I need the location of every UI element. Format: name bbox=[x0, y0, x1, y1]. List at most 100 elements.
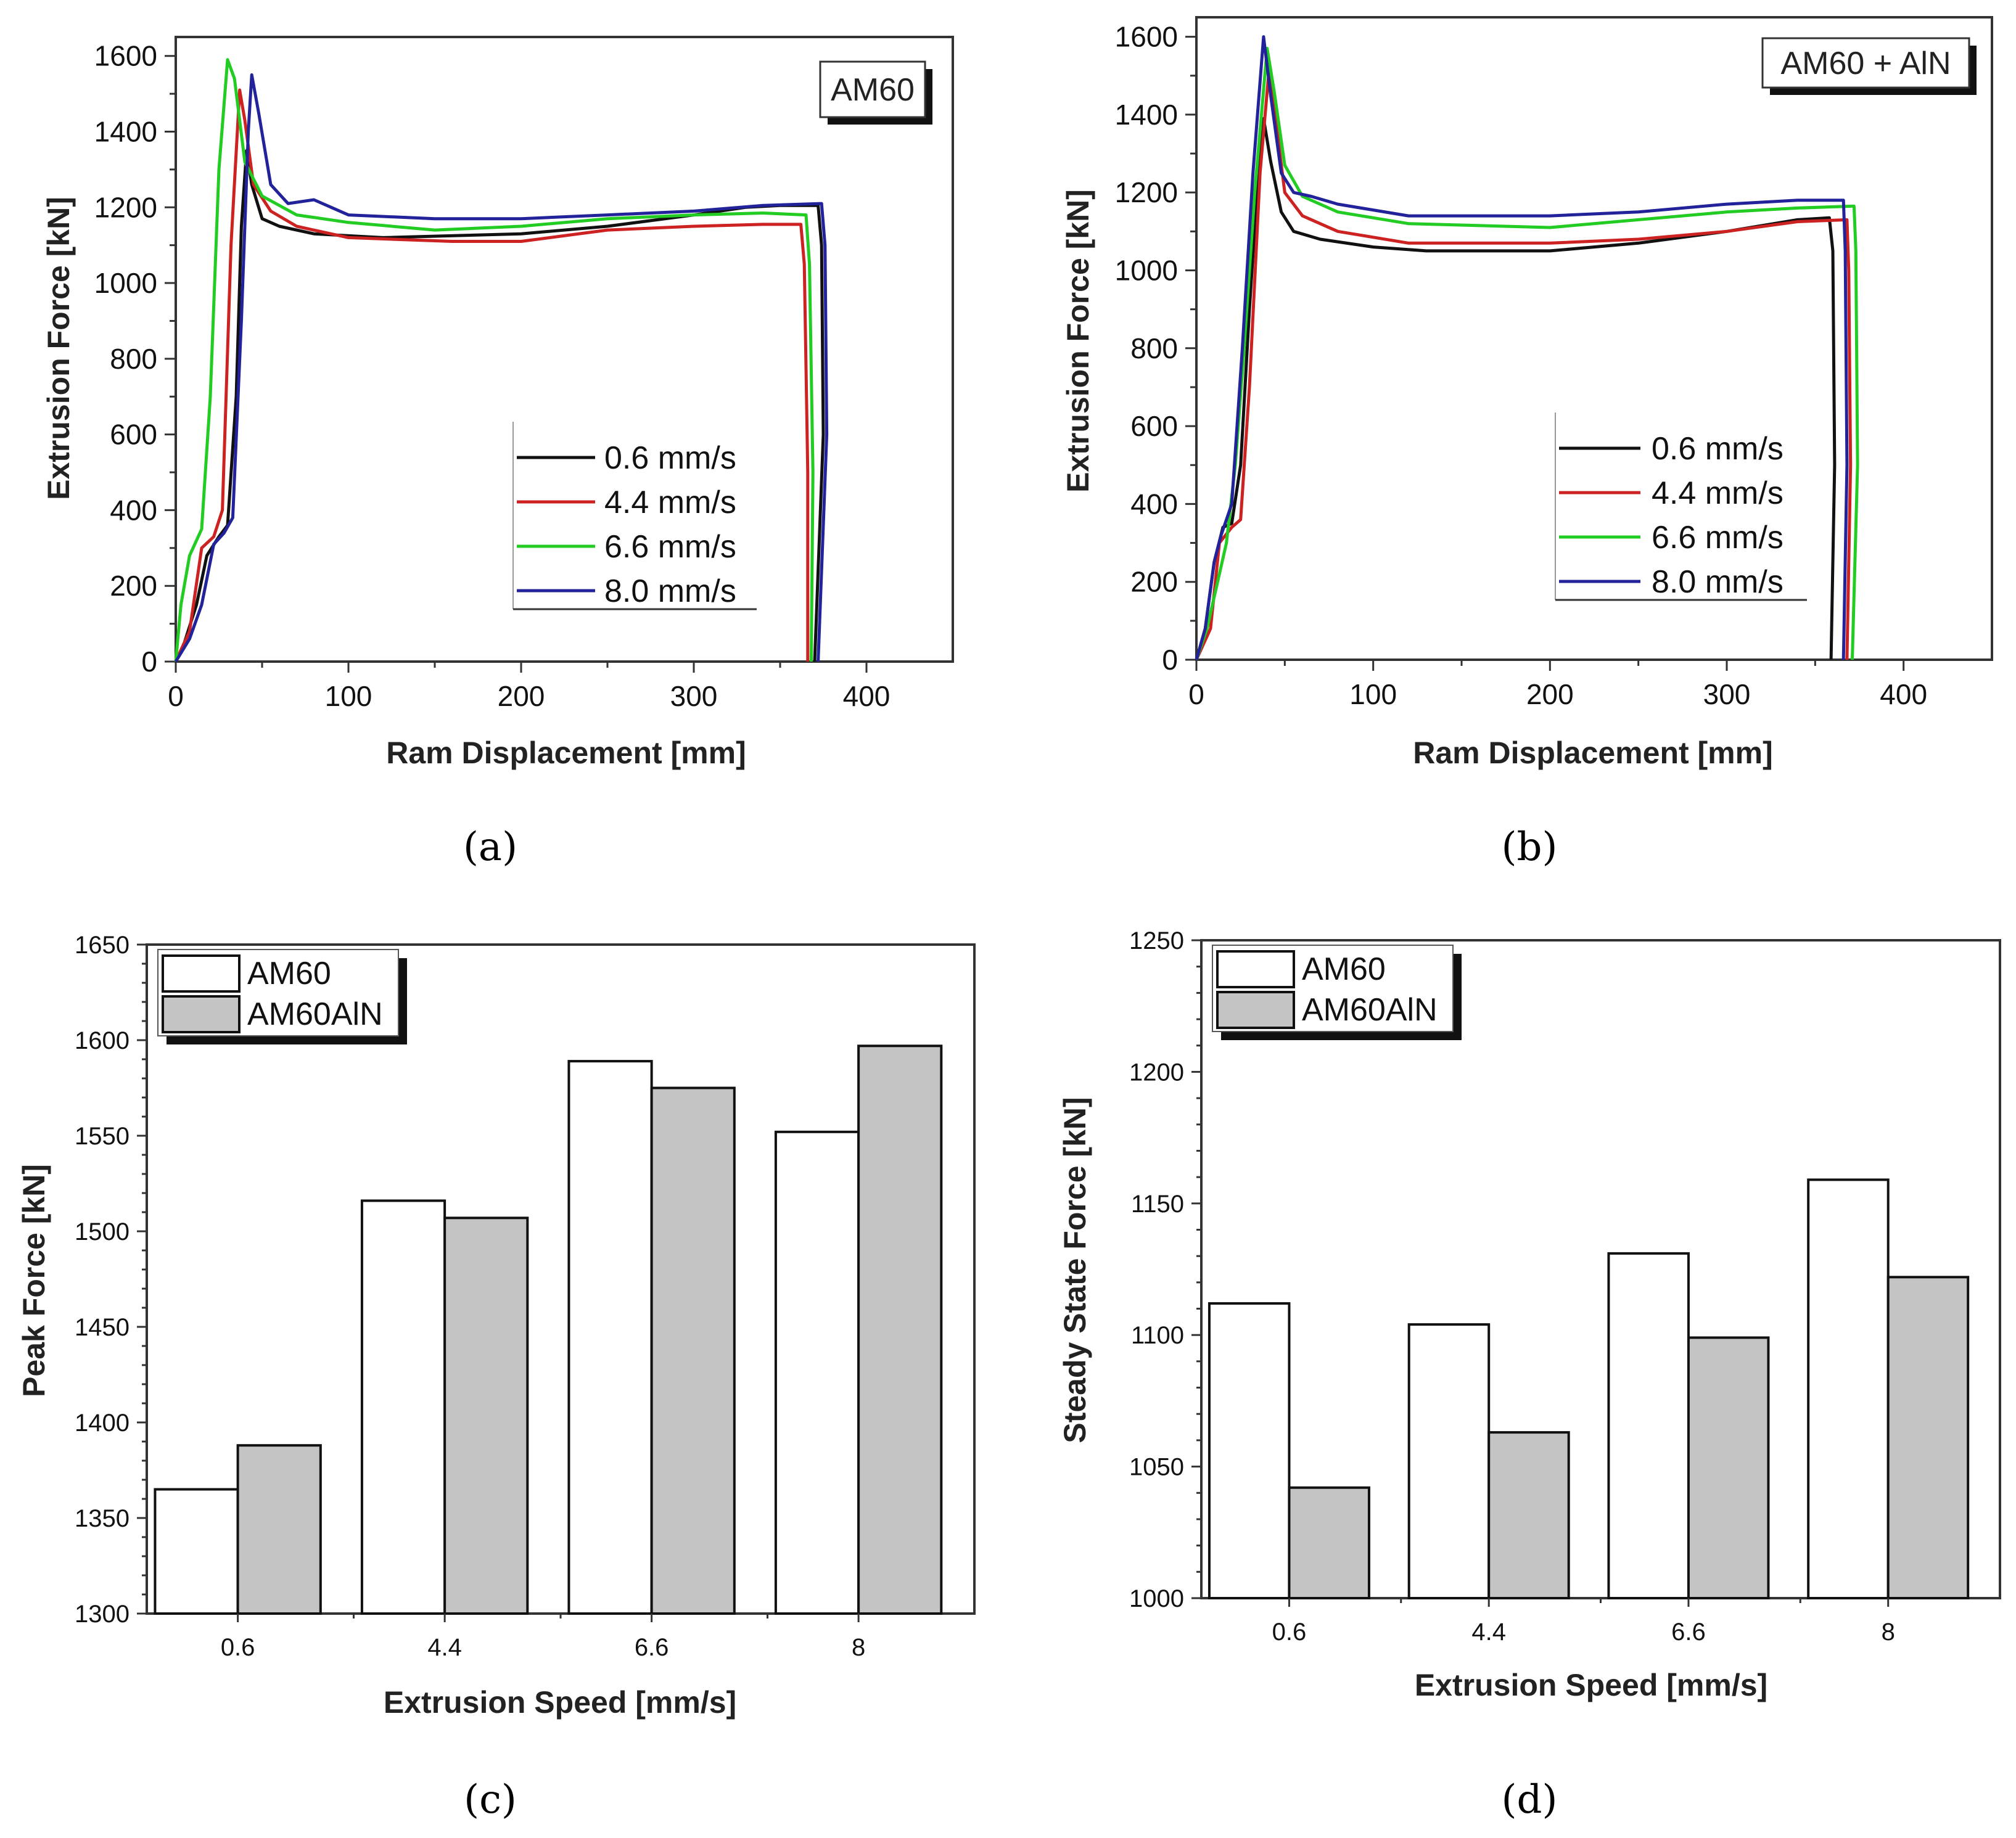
a-legend-label-1: 4.4 mm/s bbox=[604, 485, 736, 520]
d-legend-swatch-1 bbox=[1216, 991, 1295, 1029]
panel-c-x-axis-title: Extrusion Speed [mm/s] bbox=[384, 1685, 736, 1720]
d-y-tick-label: 1200 bbox=[1129, 1059, 1184, 1086]
b-series-line-1 bbox=[1195, 70, 1853, 661]
b-y-tick-label: 200 bbox=[1130, 566, 1178, 598]
a-series-line-2 bbox=[174, 58, 815, 662]
a-y-tick-label: 1000 bbox=[94, 267, 157, 299]
d-x-tick-label: 8 bbox=[1882, 1619, 1895, 1646]
a-legend-label-0: 0.6 mm/s bbox=[604, 440, 736, 476]
c-x-tick-label: 8 bbox=[852, 1634, 865, 1661]
b-series-line-3 bbox=[1195, 35, 1849, 660]
b-y-tick-label: 1000 bbox=[1115, 254, 1178, 286]
d-x-tick-label: 0.6 bbox=[1272, 1619, 1307, 1646]
b-legend-label-2: 6.6 mm/s bbox=[1652, 520, 1784, 556]
d-bar-0-1 bbox=[1407, 1323, 1491, 1599]
c-bar-1-1 bbox=[443, 1216, 529, 1615]
b-y-tick-label: 800 bbox=[1130, 332, 1178, 364]
a-x-tick-label: 300 bbox=[670, 680, 718, 712]
a-y-tick-label: 800 bbox=[110, 343, 157, 375]
d-y-tick-label: 1150 bbox=[1131, 1191, 1184, 1218]
panel-b-y-axis-title: Extrusion Force [kN] bbox=[1061, 189, 1095, 493]
d-bar-0-3 bbox=[1807, 1178, 1890, 1599]
a-x-tick-label: 100 bbox=[325, 680, 372, 712]
a-legend-label-3: 8.0 mm/s bbox=[604, 573, 736, 609]
b-tag-box bbox=[1761, 37, 1970, 89]
panel-c-y-axis-title: Peak Force [kN] bbox=[17, 1164, 51, 1397]
d-legend-label-1: AM60AlN bbox=[1302, 992, 1438, 1028]
panel-b-line-chart: Ram Displacement [mm] Extrusion Force [k… bbox=[1061, 16, 1993, 870]
c-legend-label-1: AM60AlN bbox=[247, 996, 383, 1032]
d-y-tick-label: 1250 bbox=[1129, 927, 1184, 954]
d-bar-1-2 bbox=[1687, 1336, 1770, 1600]
d-legend-label-0: AM60 bbox=[1302, 951, 1386, 987]
panel-a-title-tag: AM60 bbox=[831, 72, 915, 108]
panel-c-label: (c) bbox=[464, 1777, 517, 1823]
d-y-tick-label: 1000 bbox=[1129, 1585, 1184, 1612]
c-legend-swatch-1 bbox=[162, 995, 241, 1033]
c-bar-0-0 bbox=[154, 1488, 239, 1615]
b-plot-frame bbox=[1195, 16, 1993, 661]
panel-d-bar-chart: Extrusion Speed [mm/s] Steady State Forc… bbox=[1058, 927, 2001, 1823]
c-x-tick-label: 4.4 bbox=[427, 1634, 462, 1661]
a-x-tick-label: 200 bbox=[498, 680, 545, 712]
c-y-tick-label: 1600 bbox=[75, 1027, 130, 1054]
b-legend-label-3: 8.0 mm/s bbox=[1652, 564, 1784, 600]
b-legend-label-1: 4.4 mm/s bbox=[1652, 475, 1784, 511]
c-legend-swatch-0 bbox=[162, 954, 241, 993]
panel-b-title-tag: AM60 + AlN bbox=[1780, 46, 1951, 81]
panel-a-label: (a) bbox=[463, 824, 517, 870]
panel-d-y-axis-title: Steady State Force [kN] bbox=[1058, 1097, 1092, 1443]
c-bar-1-0 bbox=[236, 1444, 322, 1615]
c-bar-0-1 bbox=[360, 1199, 446, 1615]
d-bar-0-0 bbox=[1208, 1302, 1291, 1599]
a-x-tick-label: 400 bbox=[843, 680, 891, 712]
c-y-tick-label: 1550 bbox=[75, 1123, 130, 1150]
c-y-tick-label: 1300 bbox=[75, 1601, 130, 1628]
b-x-tick-label: 200 bbox=[1526, 678, 1574, 710]
a-plot-frame bbox=[175, 36, 954, 663]
c-x-tick-label: 6.6 bbox=[635, 1634, 669, 1661]
panel-a-line-chart: Ram Displacement [mm] Extrusion Force [k… bbox=[41, 36, 954, 870]
d-bar-1-1 bbox=[1487, 1431, 1570, 1599]
a-y-tick-label: 1200 bbox=[94, 191, 157, 223]
d-legend-swatch-0 bbox=[1216, 950, 1295, 988]
c-legend-label-0: AM60 bbox=[247, 956, 331, 991]
a-y-tick-label: 600 bbox=[110, 419, 157, 451]
c-y-tick-label: 1500 bbox=[75, 1218, 130, 1245]
b-y-tick-label: 400 bbox=[1130, 488, 1178, 520]
d-y-tick-label: 1050 bbox=[1129, 1454, 1184, 1481]
b-series-line-2 bbox=[1195, 47, 1859, 660]
c-bar-1-2 bbox=[650, 1086, 736, 1615]
c-y-tick-label: 1350 bbox=[75, 1505, 130, 1532]
a-x-tick-label: 0 bbox=[168, 680, 184, 712]
a-series-line-3 bbox=[174, 73, 829, 663]
b-legend-label-0: 0.6 mm/s bbox=[1652, 431, 1784, 467]
c-x-tick-label: 0.6 bbox=[221, 1634, 255, 1661]
panel-d-x-axis-title: Extrusion Speed [mm/s] bbox=[1415, 1668, 1767, 1702]
panel-d-label: (d) bbox=[1502, 1777, 1558, 1823]
a-tag-box bbox=[819, 60, 926, 118]
b-y-tick-label: 0 bbox=[1162, 644, 1178, 676]
a-y-tick-label: 400 bbox=[110, 494, 157, 526]
panel-c-bar-chart: Extrusion Speed [mm/s] Peak Force [kN] (… bbox=[17, 932, 976, 1823]
panel-a-x-axis-title: Ram Displacement [mm] bbox=[386, 736, 746, 770]
d-x-tick-label: 6.6 bbox=[1671, 1619, 1706, 1646]
b-y-tick-label: 1400 bbox=[1115, 99, 1178, 131]
d-x-tick-label: 4.4 bbox=[1471, 1619, 1506, 1646]
d-bar-0-2 bbox=[1607, 1252, 1690, 1599]
a-series-line-1 bbox=[174, 88, 810, 663]
a-y-tick-label: 0 bbox=[141, 646, 157, 678]
d-bar-1-0 bbox=[1288, 1486, 1370, 1599]
d-y-tick-label: 1100 bbox=[1131, 1322, 1184, 1349]
b-x-tick-label: 400 bbox=[1880, 678, 1927, 710]
b-x-tick-label: 100 bbox=[1349, 678, 1397, 710]
b-y-tick-label: 1200 bbox=[1115, 176, 1178, 208]
c-y-tick-label: 1650 bbox=[75, 932, 130, 959]
panel-a-y-axis-title: Extrusion Force [kN] bbox=[41, 197, 76, 500]
a-y-tick-label: 1600 bbox=[94, 40, 157, 72]
c-y-tick-label: 1400 bbox=[75, 1409, 130, 1437]
c-bar-1-3 bbox=[857, 1044, 943, 1615]
panel-b-x-axis-title: Ram Displacement [mm] bbox=[1413, 736, 1773, 770]
b-x-tick-label: 0 bbox=[1188, 678, 1204, 710]
